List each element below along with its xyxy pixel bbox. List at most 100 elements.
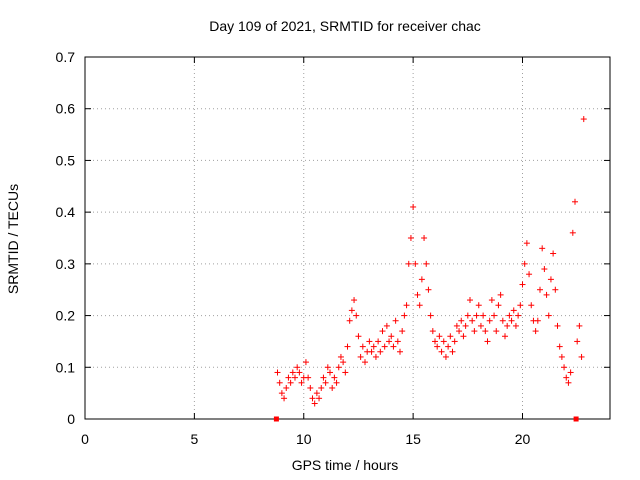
data-point xyxy=(381,343,388,350)
data-point xyxy=(427,312,434,319)
data-point xyxy=(372,353,379,360)
data-point xyxy=(421,235,428,241)
data-point xyxy=(337,353,344,360)
data-point xyxy=(574,338,581,345)
data-point xyxy=(569,229,576,236)
data-point xyxy=(526,271,533,278)
data-point xyxy=(493,328,500,335)
data-point xyxy=(519,281,526,288)
data-point xyxy=(289,369,296,376)
data-point xyxy=(383,322,390,329)
data-point xyxy=(556,343,563,350)
data-point xyxy=(523,240,530,247)
data-point xyxy=(515,312,522,319)
data-point xyxy=(298,379,305,386)
tick-labels: 0 5 10 15 20 0 0.1 0.2 0.3 0.4 0.5 0.6 0.7 xyxy=(56,49,531,447)
data-point xyxy=(572,198,578,205)
data-point xyxy=(283,384,290,391)
data-point xyxy=(276,379,283,386)
data-point xyxy=(488,297,495,304)
data-point xyxy=(390,343,397,350)
data-point xyxy=(449,348,456,355)
y-tick-label: 0 xyxy=(67,411,75,427)
y-axis-label: SRMTID / TECUs xyxy=(5,184,21,294)
data-point xyxy=(442,353,449,360)
x-axis-label: GPS time / hours xyxy=(292,457,399,473)
y-tick-label: 0.6 xyxy=(56,101,76,117)
data-point xyxy=(401,312,408,319)
data-point xyxy=(462,322,469,329)
data-point xyxy=(407,235,414,241)
data-point xyxy=(475,302,482,309)
x-tick-label: 20 xyxy=(515,431,531,447)
data-point xyxy=(278,390,285,397)
data-point xyxy=(547,276,554,283)
data-point xyxy=(353,312,360,319)
data-point xyxy=(512,322,519,329)
data-point xyxy=(370,343,377,350)
data-point xyxy=(480,312,487,319)
data-point xyxy=(296,369,303,376)
data-point xyxy=(316,395,323,402)
data-point xyxy=(502,333,508,340)
y-tick-label: 0.4 xyxy=(56,204,76,220)
data-point xyxy=(497,291,504,298)
data-point xyxy=(281,395,288,402)
data-point xyxy=(346,317,353,324)
data-point xyxy=(329,384,336,391)
data-point xyxy=(464,312,471,319)
data-point xyxy=(521,260,528,267)
data-point xyxy=(287,379,294,386)
data-point xyxy=(366,338,373,345)
data-point xyxy=(292,374,298,381)
data-point xyxy=(392,317,399,324)
data-point xyxy=(558,353,565,360)
data-point xyxy=(434,343,441,350)
data-point xyxy=(386,338,393,345)
data-point xyxy=(486,317,493,324)
data-point xyxy=(274,369,281,376)
data-point xyxy=(375,338,382,345)
data-point xyxy=(311,400,318,407)
data-point xyxy=(567,369,574,376)
data-point xyxy=(504,322,511,329)
data-point xyxy=(313,390,320,397)
data-point xyxy=(495,302,502,309)
data-point xyxy=(302,359,309,366)
data-point xyxy=(565,379,572,386)
data-point xyxy=(576,322,583,329)
data-point xyxy=(368,348,375,355)
data-point xyxy=(335,364,342,371)
data-point xyxy=(477,322,484,329)
data-point xyxy=(473,312,480,319)
data-point xyxy=(484,338,491,345)
data-point xyxy=(416,302,423,309)
data-point xyxy=(351,297,358,304)
data-point xyxy=(397,348,403,355)
data-point xyxy=(436,333,443,340)
data-point xyxy=(471,328,478,335)
chart-title: Day 109 of 2021, SRMTID for receiver cha… xyxy=(209,18,481,34)
data-point xyxy=(491,312,498,319)
data-point xyxy=(359,343,366,350)
data-point xyxy=(482,328,489,335)
data-point xyxy=(517,302,524,309)
data-point xyxy=(425,286,432,293)
data-point xyxy=(532,328,539,335)
data-point xyxy=(580,116,587,123)
y-tick-label: 0.5 xyxy=(56,152,76,168)
data-point xyxy=(543,291,550,298)
data-point xyxy=(563,374,570,381)
y-tick-label: 0.1 xyxy=(56,359,76,375)
data-point xyxy=(294,364,301,371)
data-point xyxy=(327,369,333,376)
data-point xyxy=(320,374,327,381)
zero-level-marker xyxy=(273,416,279,422)
data-point xyxy=(412,260,419,267)
data-point xyxy=(432,338,438,345)
data-point xyxy=(344,343,351,350)
zero-level-marker xyxy=(573,416,579,422)
data-point xyxy=(453,322,460,329)
data-point xyxy=(305,374,312,381)
data-point xyxy=(414,291,421,298)
